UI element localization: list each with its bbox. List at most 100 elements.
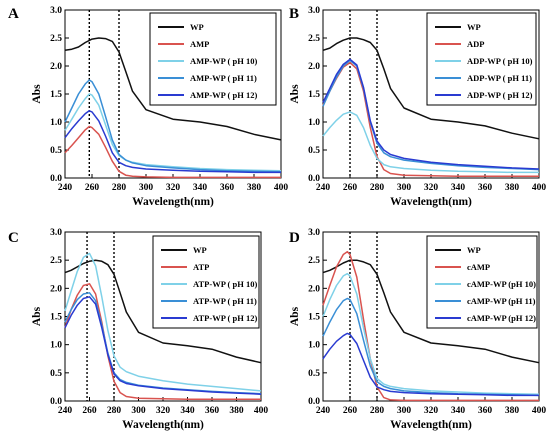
y-tick-label: 2.0 [50,62,62,72]
y-tick-label: 0.0 [308,397,320,407]
legend-label: WP [467,245,481,255]
panel-letter: D [289,230,300,246]
legend-label: ADP-WP ( pH 11) [467,73,532,83]
chart-panel-b: B 240 260 280 300 320 340 360 380 400 0.0 0.5 1.0 1.5… [289,6,546,208]
x-tick-label: 360 [478,183,493,193]
y-tick-label: 0.5 [308,369,320,379]
legend-label: ATP-WP ( pH 11) [193,296,257,306]
x-tick-label: 280 [370,183,385,193]
y-tick-label: 1.5 [50,90,62,100]
x-tick-label: 360 [205,406,220,416]
y-tick-label: 1.5 [50,313,62,323]
y-tick-label: 1.0 [50,118,62,128]
legend: WP cAMP cAMP-WP (pH 10) cAMP-WP (pH 11) cAMP… [426,235,538,329]
x-tick-label: 380 [247,183,262,193]
y-tick-label: 0.5 [50,369,62,379]
y-tick-label: 1.0 [308,118,320,128]
series-line [64,110,281,174]
x-tick-label: 260 [82,406,97,416]
legend-label: AMP [190,39,209,49]
legend-label: WP [190,22,204,32]
x-tick-label: 360 [220,183,235,193]
series-line [322,272,540,395]
x-axis-title: Wavelength(nm) [132,196,214,208]
legend: WP AMP AMP-WP ( pH 10) AMP-WP ( pH 11) AMP-W… [149,12,277,106]
legend-box [152,235,260,329]
legend-label: cAMP [467,262,490,272]
y-tick-label: 2.5 [308,34,320,44]
legend-label: ATP-WP ( pH 10) [193,279,257,289]
legend-label: ATP-WP ( pH 12) [193,313,257,323]
y-axis-title: Abs [289,306,301,326]
legend-box [149,12,277,106]
legend-label: AMP-WP ( pH 12) [190,90,257,100]
y-tick-label: 2.0 [308,284,320,294]
series-line [322,259,540,364]
legend-label: ATP [193,262,209,272]
y-tick-label: 1.0 [308,341,320,351]
y-axis-title: Abs [31,306,43,326]
y-axis-title: Abs [31,84,43,104]
chart-panel-d: D 240 260 280 300 320 340 360 380 400 0.0 0.5 1.0 1.5… [289,228,546,431]
x-tick-label: 320 [424,406,439,416]
legend-box [426,12,537,106]
y-tick-label: 1.5 [308,90,320,100]
y-tick-label: 2.0 [308,62,320,72]
y-tick-label: 0.0 [50,174,62,184]
x-tick-label: 300 [131,406,146,416]
x-tick-label: 400 [532,406,547,416]
panel-letter: A [8,6,19,22]
x-tick-label: 400 [532,183,547,193]
legend: WP ATP ATP-WP ( pH 10) ATP-WP ( pH 11) ATP-W… [152,235,260,329]
y-tick-label: 0.5 [50,146,62,156]
series-line [64,93,282,172]
x-tick-label: 340 [451,406,466,416]
y-tick-label: 2.5 [50,34,62,44]
series-line [64,283,261,401]
series-line [64,79,282,173]
y-tick-label: 3.0 [308,6,320,16]
legend-label: ADP [467,39,484,49]
x-tick-label: 240 [316,406,331,416]
legend-label: ADP-WP ( pH 10) [467,56,533,66]
legend-label: WP [467,22,481,32]
x-axis-title: Wavelength(nm) [390,419,472,431]
y-tick-label: 3.0 [308,228,320,238]
x-tick-label: 260 [343,183,358,193]
x-tick-label: 380 [505,406,520,416]
x-tick-label: 240 [58,183,73,193]
y-tick-label: 2.0 [50,284,62,294]
x-tick-label: 400 [254,406,269,416]
x-tick-label: 320 [424,183,439,193]
y-tick-label: 1.5 [308,313,320,323]
x-axis-title: Wavelength(nm) [390,196,472,208]
series-line [322,111,539,174]
legend-label: cAMP-WP (pH 12) [467,313,536,323]
legend-label: ADP-WP ( pH 12) [467,90,533,100]
series-line [322,37,540,140]
x-tick-label: 240 [58,406,73,416]
x-tick-label: 280 [107,406,122,416]
series-line [64,37,282,141]
x-tick-label: 300 [397,406,412,416]
x-tick-label: 320 [166,183,181,193]
x-tick-label: 280 [112,183,127,193]
y-tick-label: 0.5 [308,146,320,156]
x-tick-label: 280 [370,406,385,416]
series-line [322,59,540,171]
x-tick-label: 320 [156,406,171,416]
x-tick-label: 340 [451,183,466,193]
y-tick-label: 0.0 [308,174,320,184]
x-tick-label: 260 [85,183,100,193]
series-line [64,296,262,395]
legend-label: AMP-WP ( pH 10) [190,56,257,66]
x-tick-label: 340 [193,183,208,193]
y-tick-label: 0.0 [50,397,62,407]
y-tick-label: 3.0 [50,6,62,16]
panel-letter: C [8,230,19,246]
y-tick-label: 1.0 [50,341,62,351]
chart-panel-c: C 240 260 280 300 320 340 360 380 400 0.0 0.5 1.0 1.5… [8,228,268,431]
x-tick-label: 240 [316,183,331,193]
y-axis-title: Abs [289,84,301,104]
